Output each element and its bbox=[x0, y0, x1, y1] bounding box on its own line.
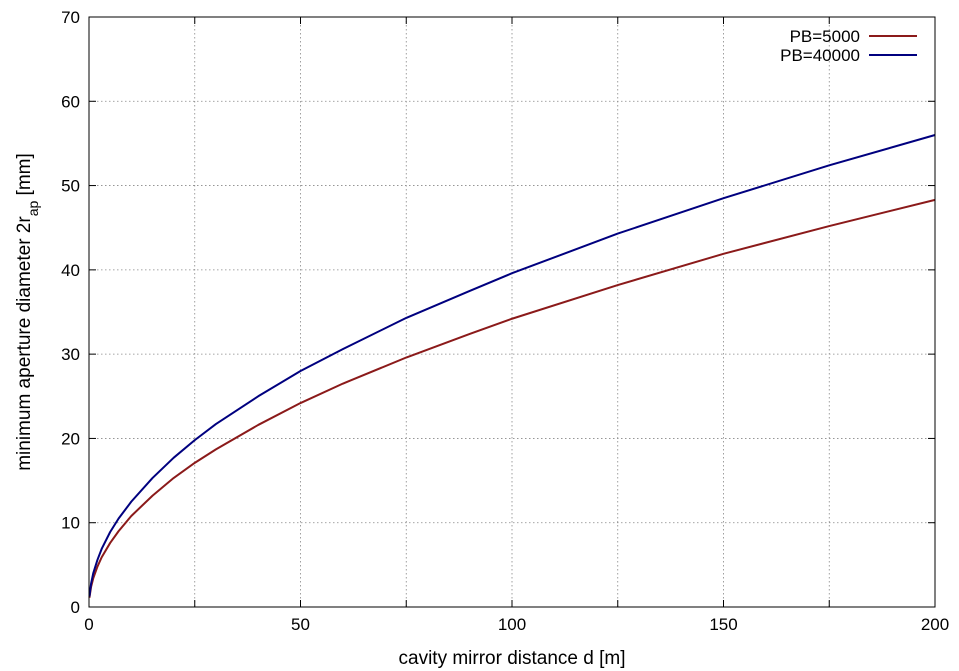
x-tick-label: 50 bbox=[291, 615, 310, 634]
x-tick-labels: 0 50 100 150 200 bbox=[84, 615, 949, 634]
y-tick-label: 40 bbox=[61, 261, 80, 280]
x-tick-label: 100 bbox=[498, 615, 526, 634]
y-tick-label: 10 bbox=[61, 514, 80, 533]
x-tick-label: 0 bbox=[84, 615, 93, 634]
grid-lines bbox=[89, 17, 935, 607]
series-lines bbox=[88, 134, 936, 598]
series-line bbox=[88, 198, 936, 598]
legend-label: PB=40000 bbox=[780, 46, 860, 65]
y-tick-label: 20 bbox=[61, 429, 80, 448]
plot-frame bbox=[88, 16, 936, 608]
legend: PB=5000 PB=40000 bbox=[780, 27, 917, 65]
y-tick-label: 0 bbox=[71, 598, 80, 617]
y-tick-label: 60 bbox=[61, 92, 80, 111]
y-tick-label: 30 bbox=[61, 345, 80, 364]
y-tick-label: 50 bbox=[61, 177, 80, 196]
legend-entry: PB=5000 bbox=[790, 27, 917, 46]
legend-entry: PB=40000 bbox=[780, 46, 917, 65]
y-axis-title-subscript: ap bbox=[25, 201, 41, 217]
x-tick-label: 150 bbox=[709, 615, 737, 634]
y-tick-label: 70 bbox=[61, 8, 80, 27]
legend-label: PB=5000 bbox=[790, 27, 860, 46]
y-axis-title-main: minimum aperture diameter 2r bbox=[14, 216, 35, 471]
x-tick-label: 200 bbox=[921, 615, 949, 634]
series-line bbox=[88, 134, 936, 597]
y-tick-labels: 0 10 20 30 40 50 60 70 bbox=[61, 8, 80, 617]
x-axis-title: cavity mirror distance d [m] bbox=[399, 648, 626, 669]
y-axis-title: minimum aperture diameter 2rap [mm] bbox=[14, 153, 41, 471]
y-axis-title-unit: [mm] bbox=[14, 153, 35, 201]
